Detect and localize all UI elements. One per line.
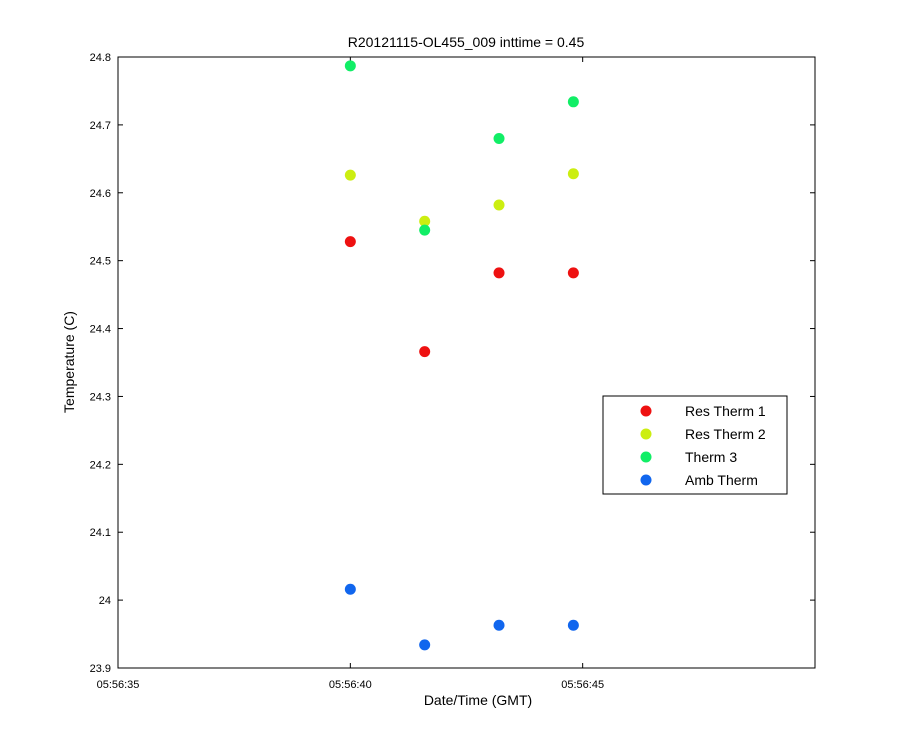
data-point	[493, 132, 505, 144]
data-point	[567, 168, 579, 180]
legend-marker	[640, 451, 652, 463]
data-point	[344, 169, 356, 181]
x-tick-label: 05:56:40	[329, 679, 372, 691]
y-tick-label: 24.1	[90, 527, 111, 539]
legend-entry: Therm 3	[685, 449, 737, 465]
data-point	[567, 619, 579, 631]
data-point	[567, 267, 579, 279]
legend-entry: Res Therm 1	[685, 403, 766, 419]
data-point	[419, 215, 431, 227]
y-tick-label: 24	[99, 595, 111, 607]
x-axis-label: Date/Time (GMT)	[424, 692, 532, 708]
y-tick-label: 24.4	[90, 324, 111, 336]
data-point	[344, 60, 356, 72]
data-point	[419, 346, 431, 358]
data-point	[493, 199, 505, 211]
legend-marker	[640, 474, 652, 486]
y-tick-label: 24.6	[90, 188, 111, 200]
data-point	[493, 619, 505, 631]
legend-entry: Res Therm 2	[685, 426, 766, 442]
data-point	[344, 236, 356, 248]
y-axis: 23.9 24 24.1 24.2 24.3 24.4 24.5 24.6 24.7 24.8	[90, 52, 815, 675]
data-point	[493, 267, 505, 279]
legend-marker	[640, 428, 652, 440]
x-axis: 05:56:35 05:56:40 05:56:45	[97, 57, 604, 691]
data-points	[344, 60, 579, 651]
y-tick-label: 23.9	[90, 663, 111, 675]
legend-entry: Amb Therm	[685, 472, 758, 488]
chart-title: R20121115-OL455_009 inttime = 0.45	[348, 34, 585, 50]
plot-area	[117, 56, 816, 669]
data-point	[344, 583, 356, 595]
x-tick-label: 05:56:35	[97, 679, 140, 691]
legend-box	[602, 395, 788, 495]
legend-marker	[640, 405, 652, 417]
y-tick-label: 24.3	[90, 391, 111, 403]
legend: Res Therm 1 Res Therm 2 Therm 3 Amb Therm	[602, 395, 788, 495]
y-tick-label: 24.5	[90, 256, 111, 268]
y-axis-label: Temperature (C)	[61, 311, 77, 413]
data-point	[419, 639, 431, 651]
y-tick-label: 24.7	[90, 120, 111, 132]
y-tick-label: 24.2	[90, 459, 111, 471]
y-tick-label: 24.8	[90, 52, 111, 64]
data-point	[419, 224, 431, 236]
x-tick-label: 05:56:45	[561, 679, 604, 691]
data-point	[567, 96, 579, 108]
